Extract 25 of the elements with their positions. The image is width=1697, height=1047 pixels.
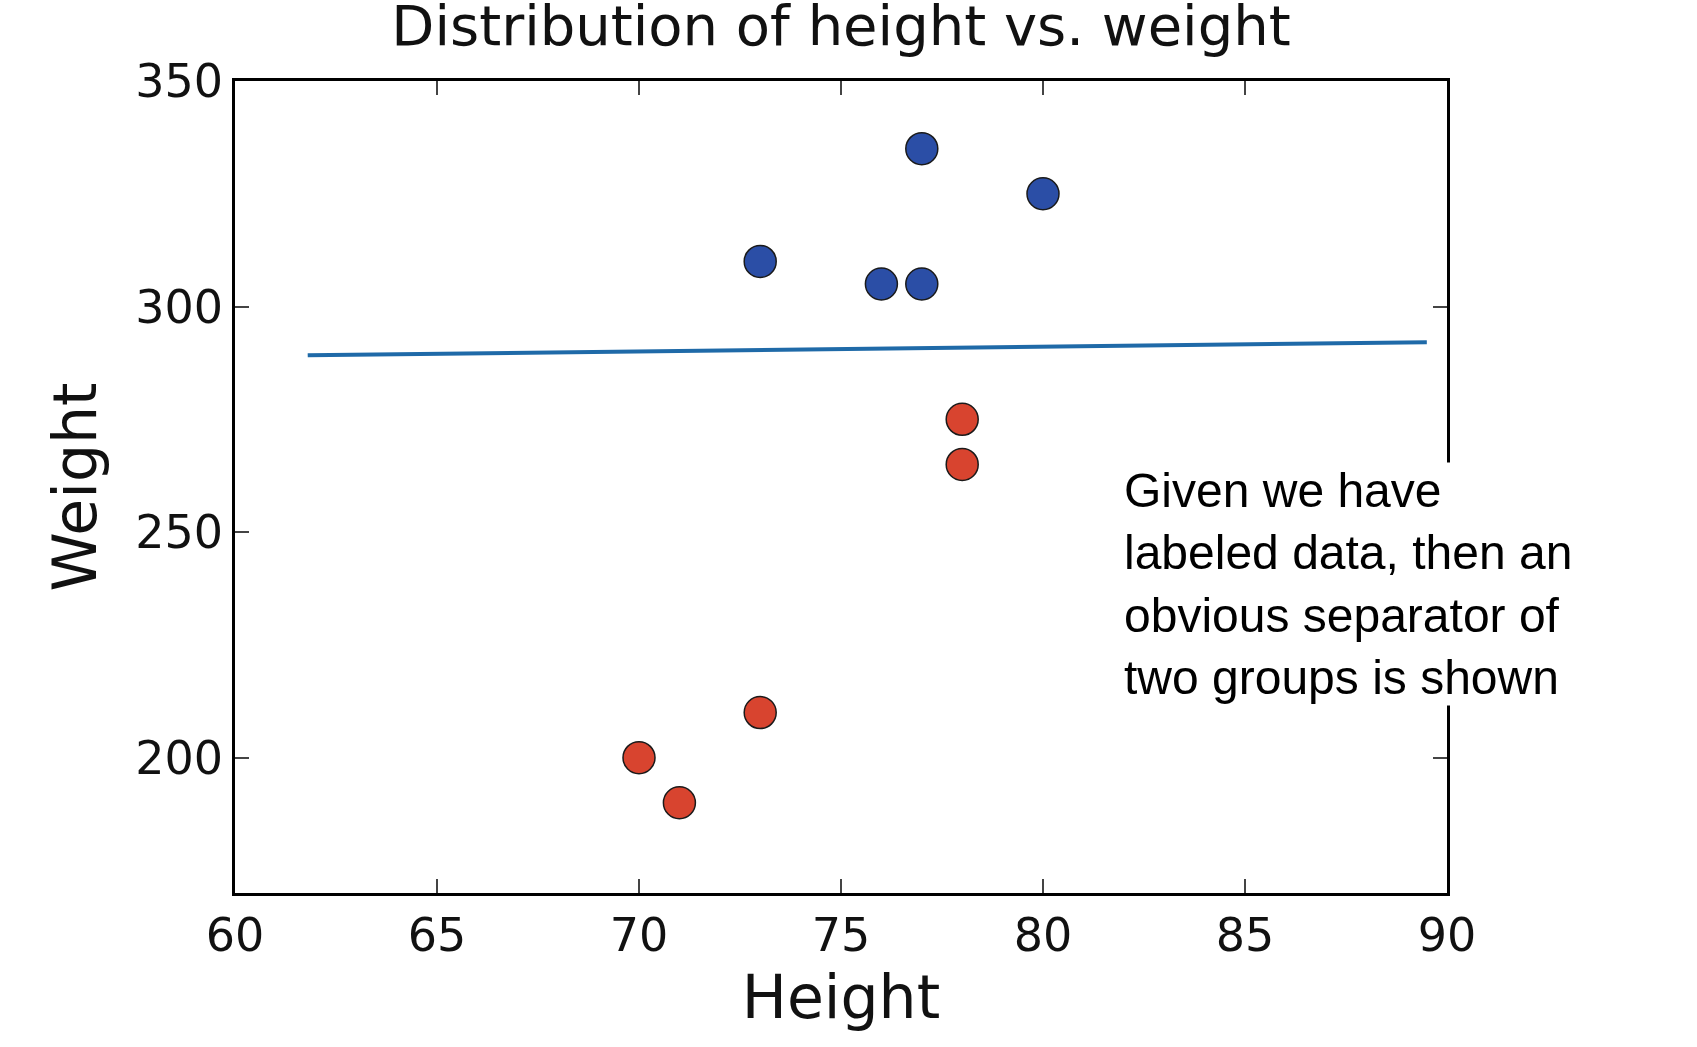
point	[662, 786, 697, 820]
x-tick-label: 80	[1013, 907, 1073, 962]
point	[743, 695, 777, 730]
point	[864, 267, 899, 301]
x-tick-label: 90	[1417, 907, 1477, 962]
x-tick-label: 85	[1215, 907, 1275, 962]
x-tick-label: 75	[811, 907, 871, 962]
point	[945, 402, 979, 437]
y-axis-title: Weight	[39, 382, 110, 592]
point	[1026, 177, 1060, 211]
point	[905, 267, 939, 301]
point	[622, 740, 656, 775]
annotation: Given we have labeled data, then an obvious separator of two groups is shown	[1124, 464, 1573, 705]
y-tick-label: 250	[135, 505, 224, 560]
chart-title: Distribution of height vs. weight	[391, 0, 1291, 59]
point	[743, 244, 777, 279]
y-tick-label: 350	[135, 54, 224, 109]
y-tick-label: 300	[135, 279, 224, 334]
y-tick-label: 200	[135, 730, 224, 785]
x-tick-label: 60	[205, 907, 265, 962]
x-axis-title: Height	[741, 961, 941, 1032]
x-tick-label: 70	[609, 907, 669, 962]
x-tick-label: 65	[407, 907, 467, 962]
point	[905, 131, 939, 166]
point	[945, 447, 979, 482]
